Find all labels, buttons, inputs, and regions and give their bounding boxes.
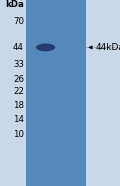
Bar	[26, 0, 86, 186]
Text: 44: 44	[13, 43, 24, 52]
Text: 33: 33	[13, 60, 24, 69]
Text: 26: 26	[13, 75, 24, 84]
Text: kDa: kDa	[5, 0, 24, 9]
Text: 44kDa: 44kDa	[96, 43, 120, 52]
Text: 10: 10	[13, 130, 24, 139]
Text: 22: 22	[13, 87, 24, 96]
Text: 14: 14	[13, 116, 24, 124]
Text: 70: 70	[13, 17, 24, 26]
Text: 18: 18	[13, 101, 24, 110]
Ellipse shape	[36, 44, 55, 51]
